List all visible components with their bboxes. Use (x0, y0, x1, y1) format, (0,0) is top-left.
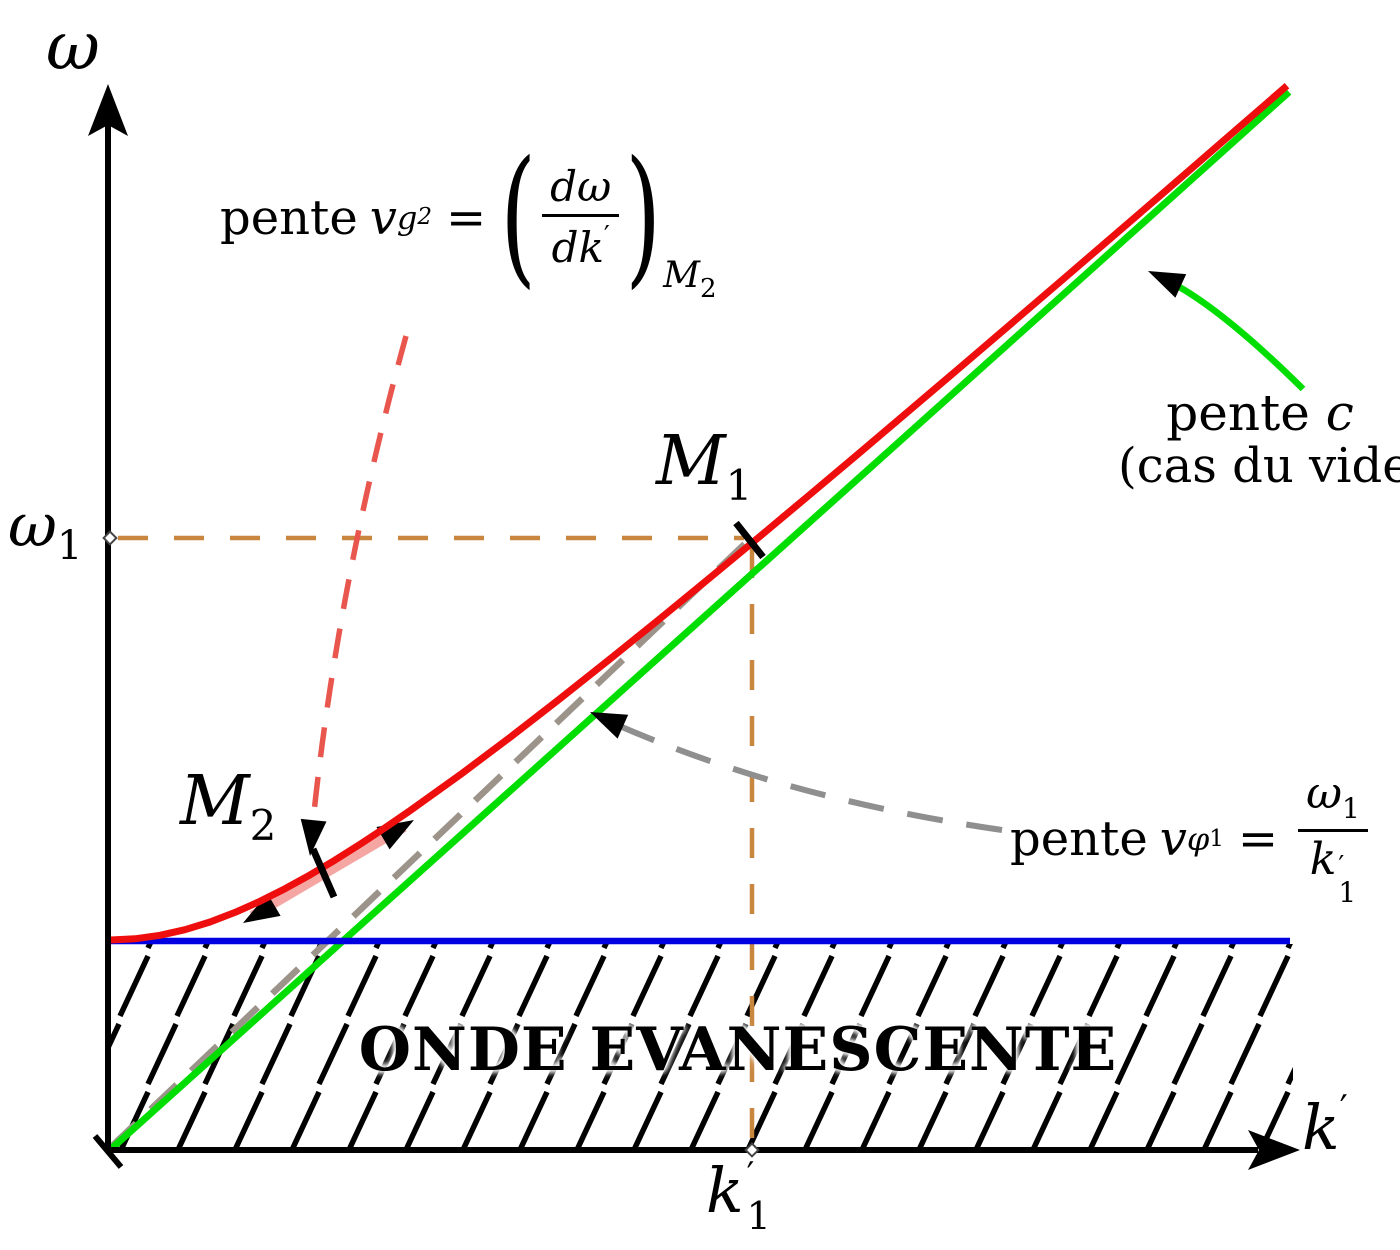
vg2-paren-close: ) (625, 129, 662, 303)
pente-c-annotation-arrowhead-icon (1148, 271, 1187, 298)
omega1-base: ω (8, 491, 57, 561)
point-M2-label: M2 (180, 768, 276, 847)
k1-base: k (706, 1154, 744, 1227)
pente-c-word: pente (1166, 384, 1310, 442)
y-axis-label-text: ω (46, 8, 100, 85)
tangent-segment-M2 (249, 822, 407, 921)
vg2-fraction-bar (542, 214, 620, 217)
pente-c-label: pente c (cas du vide) (1118, 388, 1400, 490)
vg2-annotation-arrowhead-icon (300, 818, 327, 856)
k1-axis-marker-icon (744, 1142, 760, 1158)
tangent-arrowhead-down-icon (243, 893, 281, 923)
x-axis-label-base: k (1302, 1091, 1340, 1164)
vphi1-denominator: k ′ 1 (1302, 832, 1365, 907)
omega1-label: ω1 (8, 496, 82, 566)
vphi1-annotation-arrow-line (604, 717, 1003, 833)
M2-index: 2 (249, 801, 277, 850)
vg2-paren-open: ( (500, 129, 537, 303)
vg2-point-base: M (663, 254, 701, 296)
vg2-equals: = (446, 189, 487, 246)
evanescent-region-label: ONDE EVANESCENTE (358, 1015, 1118, 1085)
omega1-axis-marker-icon (102, 530, 118, 546)
phase-velocity-line (107, 533, 756, 1151)
x-axis-arrowhead-icon (1248, 1130, 1300, 1170)
vphi1-annotation-arrowhead-icon (590, 712, 629, 739)
vg2-annotation-arrow-line (309, 335, 409, 833)
vg2-word-pente: pente (220, 189, 358, 246)
vg2-den-base: dk (551, 223, 604, 272)
y-axis-arrowhead-icon (88, 84, 128, 136)
vg2-point-subscript: M2 (663, 254, 717, 304)
vphi1-sub-index: 1 (1209, 825, 1224, 852)
vphi1-num-base: ω (1306, 768, 1343, 819)
vphi1-fraction-bar (1298, 828, 1368, 832)
pente-c-annotation-arrow-line (1160, 275, 1306, 392)
M2-base: M (180, 762, 250, 841)
k1-prime: ′ (746, 1155, 755, 1195)
x-axis-label: k′ (1302, 1092, 1348, 1159)
point-M1-tick (733, 520, 766, 560)
vphi1-sub-phi: φ (1186, 820, 1210, 859)
k1-index: 1 (746, 1193, 771, 1238)
vg2-denominator: dk′ (544, 217, 618, 269)
vphi1-den-stack: ′ 1 (1338, 850, 1357, 909)
light-line-slope-c (108, 89, 1292, 1152)
vg2-point-index: 2 (700, 273, 717, 304)
vg2-numerator: dω (550, 162, 612, 211)
vg2-den-prime: ′ (603, 221, 610, 251)
vphi1-num-index: 1 (1342, 791, 1360, 825)
point-M2-tick (309, 847, 338, 899)
vg2-sub-g: g (396, 198, 418, 237)
point-M1-label: M1 (656, 428, 752, 507)
pente-c-line2: (cas du vide) (1118, 438, 1400, 494)
omega1-index: 1 (56, 523, 83, 569)
vphi1-equals: = (1237, 811, 1279, 868)
pente-c-line1: pente c (1118, 388, 1400, 438)
vphi1-word-pente: pente (1010, 811, 1148, 868)
pente-c-var: c (1325, 384, 1354, 442)
vg2-sub-index: 2 (417, 204, 432, 230)
vg2-fraction: dω dk′ (542, 162, 620, 269)
vphi1-den-index: 1 (1338, 875, 1357, 909)
vphi1-numerator: ω1 (1298, 772, 1368, 829)
k1-label: k ′ 1 (706, 1154, 771, 1238)
vphi1-var-v: v (1159, 811, 1187, 868)
vphi1-den-base: k (1309, 833, 1337, 885)
k1-stack: ′ 1 (746, 1155, 771, 1238)
vphi1-fraction: ω1 k ′ 1 (1298, 772, 1368, 907)
vphi1-den-prime: ′ (1338, 850, 1345, 881)
y-axis-label: ω (46, 14, 100, 80)
M1-base: M (656, 422, 726, 501)
vg2-var-v: v (369, 189, 397, 246)
dispersion-curve (109, 83, 1290, 944)
evanescent-hatch-region (110, 944, 1293, 1148)
M1-index: 1 (725, 461, 753, 510)
x-axis-label-prime: ′ (1339, 1089, 1348, 1130)
